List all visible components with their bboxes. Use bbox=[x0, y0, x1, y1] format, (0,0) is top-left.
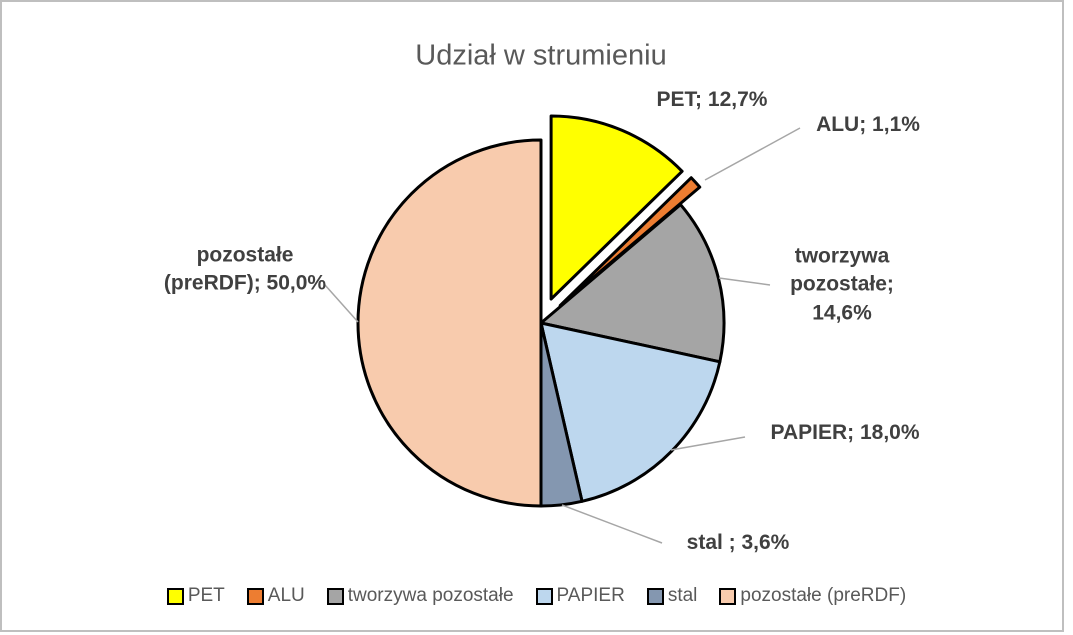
leader-line bbox=[704, 127, 801, 181]
legend-label: tworzywa pozostałe bbox=[347, 585, 514, 606]
legend-item: PET bbox=[166, 585, 225, 607]
leader-line bbox=[561, 504, 663, 544]
data-label: pozostałe (preRDF); 50,0% bbox=[163, 243, 327, 295]
legend-item: pozostałe (preRDF) bbox=[719, 585, 906, 607]
data-label: tworzywa pozostałe; 14,6% bbox=[790, 244, 894, 325]
legend-label: PAPIER bbox=[556, 585, 625, 606]
pie-slice bbox=[549, 114, 684, 301]
pie-slice bbox=[558, 176, 702, 308]
leader-line bbox=[324, 284, 359, 323]
legend-item: tworzywa pozostałe bbox=[326, 585, 514, 607]
legend-swatch bbox=[646, 587, 664, 605]
legend-label: stal bbox=[667, 585, 698, 606]
legend-label: pozostałe (preRDF) bbox=[740, 585, 907, 606]
legend-swatch bbox=[719, 587, 737, 605]
legend-item: ALU bbox=[246, 585, 305, 607]
pie-slice bbox=[539, 203, 726, 364]
data-label: ALU; 1,1% bbox=[816, 112, 920, 136]
legend-swatch bbox=[166, 587, 184, 605]
legend-swatch bbox=[326, 587, 344, 605]
legend-swatch bbox=[246, 587, 264, 605]
legend-label: ALU bbox=[267, 585, 305, 606]
pie-slice bbox=[356, 138, 543, 508]
leader-line bbox=[670, 436, 746, 451]
data-label: stal ; 3,6% bbox=[686, 530, 790, 554]
chart-title: Udział w strumieniu bbox=[415, 40, 666, 72]
data-label: PAPIER; 18,0% bbox=[770, 420, 920, 444]
data-label: PET; 12,7% bbox=[656, 87, 768, 111]
pie-slice bbox=[539, 321, 722, 503]
legend-item: stal bbox=[646, 585, 698, 607]
legend-item: PAPIER bbox=[535, 585, 625, 607]
legend-swatch bbox=[535, 587, 553, 605]
legend: PET ALU tworzywa pozostałe PAPIER stal pozost… bbox=[0, 585, 1073, 607]
leader-line bbox=[718, 277, 771, 286]
legend-label: PET bbox=[187, 585, 225, 606]
